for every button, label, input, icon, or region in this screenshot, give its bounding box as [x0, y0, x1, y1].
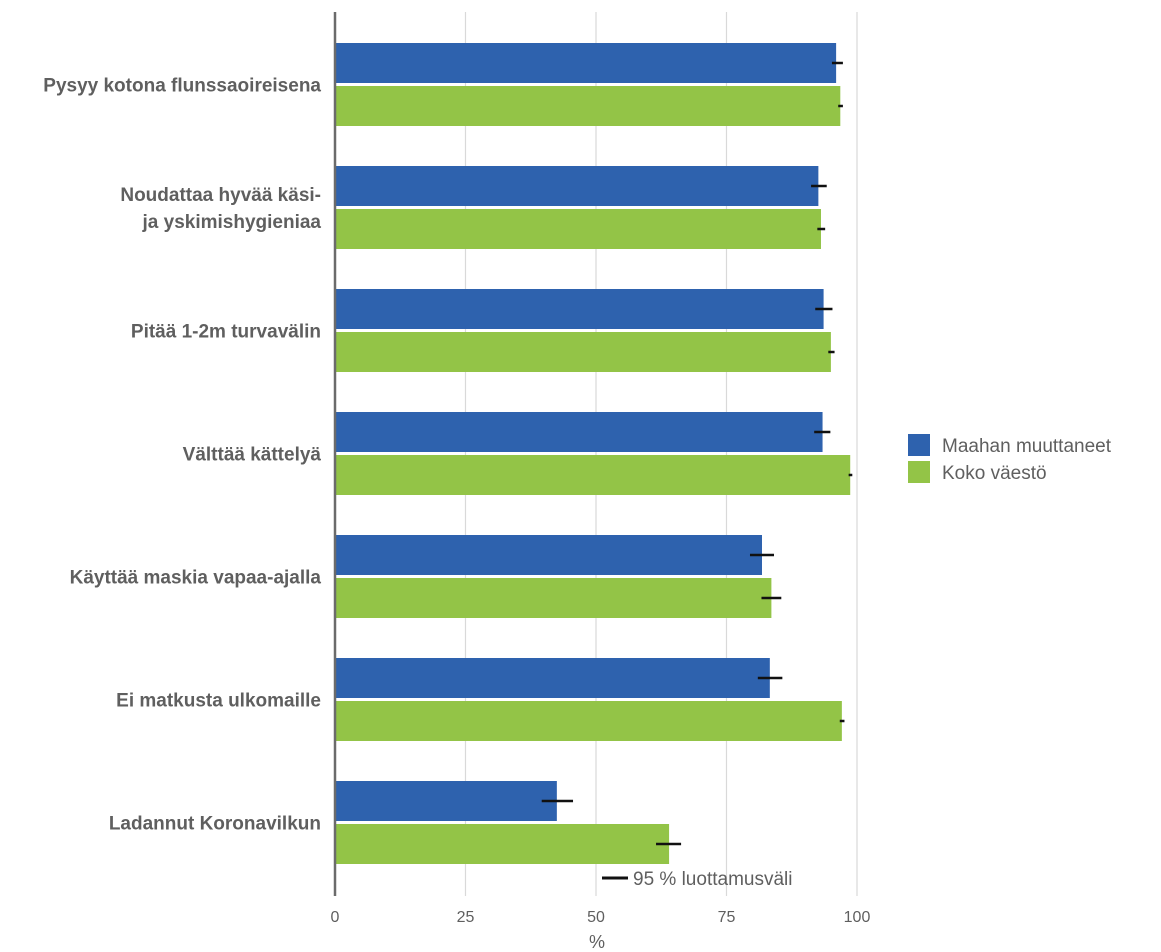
- category-label-2-line-2: ja yskimishygieniaa: [142, 212, 322, 233]
- category-label-7: Ladannut Koronavilkun: [109, 814, 321, 835]
- bar-koko-vaesto-7: [335, 824, 670, 864]
- legend: Maahan muuttaneet Koko väestö: [908, 434, 1112, 484]
- gridlines: [464, 12, 858, 896]
- bar-maahan-muuttaneet-5: [335, 535, 762, 575]
- category-label-4: Välttää kättelyä: [183, 445, 322, 466]
- bar-maahan-muuttaneet-7: [335, 781, 557, 821]
- error-bars: [541, 61, 853, 846]
- x-tick-label-50: 50: [587, 909, 605, 926]
- category-label-6: Ei matkusta ulkomaille: [116, 691, 321, 712]
- bar-maahan-muuttaneet-6: [335, 658, 770, 698]
- bar-koko-vaesto-5: [335, 578, 772, 618]
- x-axis-title: %: [589, 932, 605, 952]
- bar-maahan-muuttaneet-4: [335, 412, 823, 452]
- bar-koko-vaesto-2: [335, 209, 821, 249]
- category-label-2-line-1: Noudattaa hyvää käsi-: [120, 185, 321, 206]
- bar-maahan-muuttaneet-1: [335, 43, 837, 83]
- bar-maahan-muuttaneet-3: [335, 289, 824, 329]
- ci-note-label: 95 % luottamusväli: [633, 869, 792, 890]
- category-label-5: Käyttää maskia vapaa-ajalla: [70, 568, 322, 589]
- legend-label-koko-vaesto: Koko väestö: [942, 463, 1047, 484]
- legend-swatch-koko-vaesto: [908, 461, 930, 483]
- ci-note: 95 % luottamusväli: [602, 869, 792, 890]
- bar-koko-vaesto-1: [335, 86, 841, 126]
- category-label-3: Pitää 1-2m turvavälin: [131, 322, 321, 343]
- legend-swatch-maahan-muuttaneet: [908, 434, 930, 456]
- x-tick-label-25: 25: [457, 909, 475, 926]
- bars: [335, 43, 851, 864]
- category-label-1: Pysyy kotona flunssaoireisena: [43, 76, 321, 97]
- bar-koko-vaesto-6: [335, 701, 842, 741]
- x-tick-label-0: 0: [331, 909, 340, 926]
- x-tick-label-75: 75: [718, 909, 736, 926]
- x-tick-label-100: 100: [844, 909, 871, 926]
- category-labels: Pysyy kotona flunssaoireisena Noudattaa h…: [43, 76, 321, 835]
- x-tick-labels: 0 25 50 75 100: [331, 909, 871, 926]
- legend-label-maahan-muuttaneet: Maahan muuttaneet: [942, 436, 1112, 457]
- bar-koko-vaesto-3: [335, 332, 831, 372]
- bar-koko-vaesto-4: [335, 455, 851, 495]
- bar-maahan-muuttaneet-2: [335, 166, 819, 206]
